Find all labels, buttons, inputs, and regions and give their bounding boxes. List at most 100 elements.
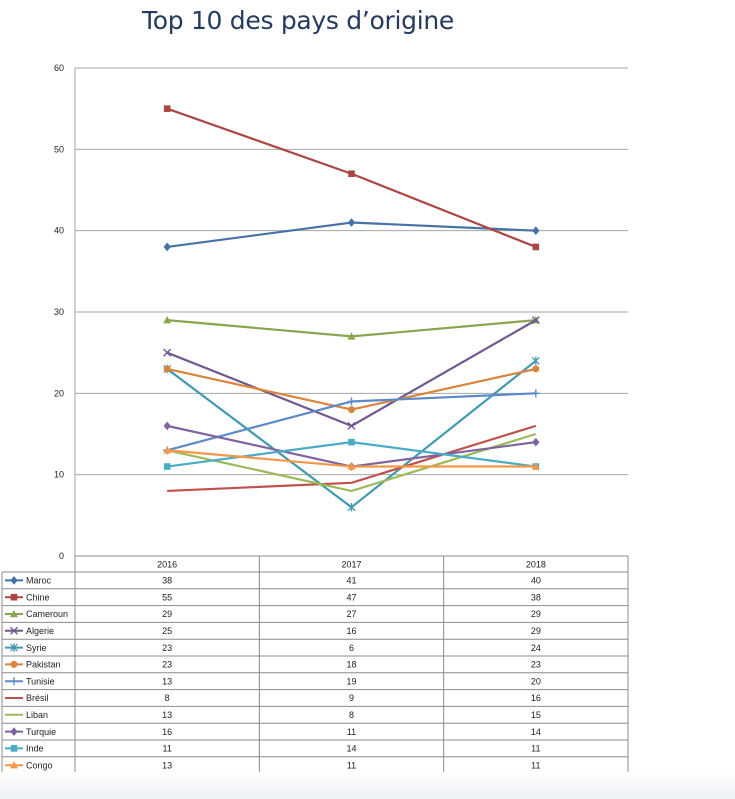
legend-series-name: Algerie	[26, 626, 54, 636]
legend-key-marker	[10, 660, 18, 668]
legend-series-name: Brésil	[26, 693, 49, 703]
legend-series-name: Liban	[26, 710, 48, 720]
data-table-value: 38	[162, 576, 172, 586]
data-point	[531, 462, 540, 470]
data-table-value: 29	[531, 626, 541, 636]
data-point	[532, 226, 540, 236]
data-table-value: 11	[347, 760, 356, 770]
legend-key-marker	[10, 727, 18, 736]
y-tick-label: 10	[54, 470, 64, 480]
legend-key-marker	[10, 643, 18, 652]
data-table-value: 41	[346, 576, 356, 586]
series-Pakistan	[163, 365, 540, 414]
y-tick-label: 60	[54, 63, 64, 73]
legend-series-name: Pakistan	[26, 660, 61, 670]
series-line	[166, 359, 537, 509]
data-table-value: 11	[347, 727, 356, 737]
legend-key-marker	[10, 761, 18, 769]
data-table-value: 11	[531, 744, 540, 754]
chart-title: Top 10 des pays d’origine	[142, 6, 454, 35]
data-point	[163, 316, 172, 324]
data-point	[531, 356, 540, 365]
data-point	[163, 105, 171, 112]
data-table-value: 47	[346, 592, 356, 602]
data-table-value: 20	[531, 676, 541, 686]
data-point	[532, 243, 540, 251]
data-point	[532, 365, 540, 373]
data-point	[531, 316, 540, 325]
series-Tunisie	[163, 389, 540, 455]
data-table-value: 27	[346, 609, 356, 619]
y-tick-label: 0	[59, 551, 64, 561]
data-point	[347, 503, 356, 512]
data-table-value: 25	[162, 626, 172, 636]
legend-key-Congo	[5, 761, 23, 769]
legend-series-name: Syrie	[26, 643, 47, 653]
legend-key-marker	[10, 593, 18, 601]
data-table-value: 6	[349, 643, 354, 653]
data-point	[163, 446, 172, 454]
x-category-label: 2018	[526, 560, 546, 570]
series-line	[166, 424, 536, 468]
data-point	[347, 421, 356, 430]
data-point	[347, 462, 356, 470]
data-table-value: 15	[531, 710, 541, 720]
legend-key-marker	[10, 745, 18, 752]
legend-key-Pakistan	[5, 660, 23, 668]
data-point	[163, 348, 172, 357]
series-Cameroun	[163, 316, 540, 340]
series-line	[167, 424, 537, 493]
data-point	[531, 389, 540, 398]
data-point	[347, 397, 356, 406]
data-point	[348, 406, 355, 414]
data-table-value: 14	[531, 727, 541, 737]
data-point	[348, 170, 355, 178]
data-table-value: 29	[162, 609, 172, 619]
x-category-label: 2016	[157, 560, 177, 570]
legend-series-name: Tunisie	[26, 676, 55, 686]
data-table-value: 13	[162, 710, 172, 720]
y-axis-tick-labels: 0 10 20 30 40 50 60	[54, 63, 64, 561]
data-table-value: 19	[346, 676, 356, 686]
legend-key-Syrie	[5, 643, 23, 652]
data-table-value: 16	[162, 727, 172, 737]
legend-series-name: Congo	[26, 760, 53, 770]
data-table-value: 8	[165, 693, 170, 703]
data-point	[163, 242, 171, 252]
data-point	[163, 365, 171, 373]
legend-series-name: Maroc	[26, 576, 52, 586]
y-tick-label: 20	[54, 388, 64, 398]
series-Maroc	[163, 218, 540, 252]
data-table-value: 38	[531, 592, 541, 602]
data-table-value: 24	[531, 643, 541, 653]
series-Congo	[163, 446, 540, 470]
data-table-value: 9	[349, 693, 354, 703]
data-table-value: 11	[162, 744, 171, 754]
data-table-value: 40	[531, 576, 541, 586]
data-table-value: 14	[346, 744, 356, 754]
data-table-value: 23	[162, 643, 172, 653]
data-table-value: 55	[162, 592, 172, 602]
series-Brésil	[167, 424, 537, 493]
data-table-value: 16	[346, 626, 356, 636]
legend-key-Tunisie	[5, 677, 23, 686]
data-table-value: 23	[162, 660, 172, 670]
data-point	[347, 218, 356, 227]
data-table-value: 13	[162, 760, 172, 770]
data-point	[347, 332, 356, 340]
legend-key-Cameroun	[5, 610, 23, 618]
data-point	[532, 437, 540, 447]
legend-series-name: Turquie	[26, 727, 56, 737]
legend-series-name: Cameroun	[26, 609, 68, 619]
legend-key-Chine	[5, 593, 23, 601]
data-table-value: 11	[531, 760, 540, 770]
legend-series-name: Inde	[26, 744, 44, 754]
bottom-fade	[0, 772, 735, 799]
legend-series-name: Chine	[26, 592, 50, 602]
data-point	[348, 438, 355, 446]
legend-key-Maroc	[5, 576, 23, 585]
legend-key-Algerie	[5, 626, 23, 635]
data-table-value: 13	[162, 676, 172, 686]
